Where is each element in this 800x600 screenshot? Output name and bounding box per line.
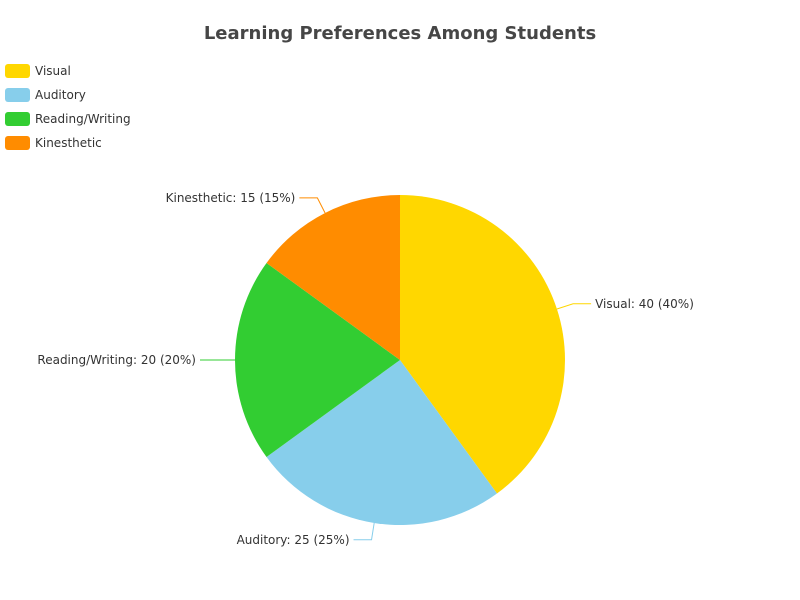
legend-label-auditory: Auditory <box>35 88 86 102</box>
legend-swatch-visual <box>5 64 30 78</box>
chart-title: Learning Preferences Among Students <box>204 23 596 44</box>
leader-line-kinesthetic <box>299 197 326 214</box>
slice-label-reading-writing: Reading/Writing: 20 (20%) <box>37 353 196 367</box>
pie-slice-reading-writing[interactable] <box>235 263 400 457</box>
legend-swatch-kinesthetic <box>5 136 30 150</box>
pie-slice-kinesthetic[interactable] <box>266 195 400 360</box>
slice-label-kinesthetic: Kinesthetic: 15 (15%) <box>166 191 296 205</box>
legend-item-reading-writing[interactable]: Reading/Writing <box>5 112 131 126</box>
leader-line-auditory <box>353 522 375 541</box>
slice-label-visual: Visual: 40 (40%) <box>595 297 694 311</box>
slice-label-auditory: Auditory: 25 (25%) <box>237 533 350 547</box>
slice-labels: Visual: 40 (40%) Auditory: 25 (25%) Readin… <box>37 191 693 547</box>
legend-item-kinesthetic[interactable]: Kinesthetic <box>5 136 102 150</box>
pie-slice-auditory[interactable] <box>266 360 497 525</box>
legend-item-visual[interactable]: Visual <box>5 64 71 78</box>
legend-swatch-auditory <box>5 88 30 102</box>
legend: Visual Auditory Reading/Writing Kinesthetic <box>5 64 131 150</box>
legend-label-reading-writing: Reading/Writing <box>35 112 131 126</box>
legend-label-kinesthetic: Kinesthetic <box>35 136 102 150</box>
legend-item-auditory[interactable]: Auditory <box>5 88 86 102</box>
legend-label-visual: Visual <box>35 64 71 78</box>
pie-slice-visual[interactable] <box>400 195 565 494</box>
pie-slices <box>235 195 565 525</box>
leader-line-visual <box>556 303 592 310</box>
legend-swatch-reading-writing <box>5 112 30 126</box>
